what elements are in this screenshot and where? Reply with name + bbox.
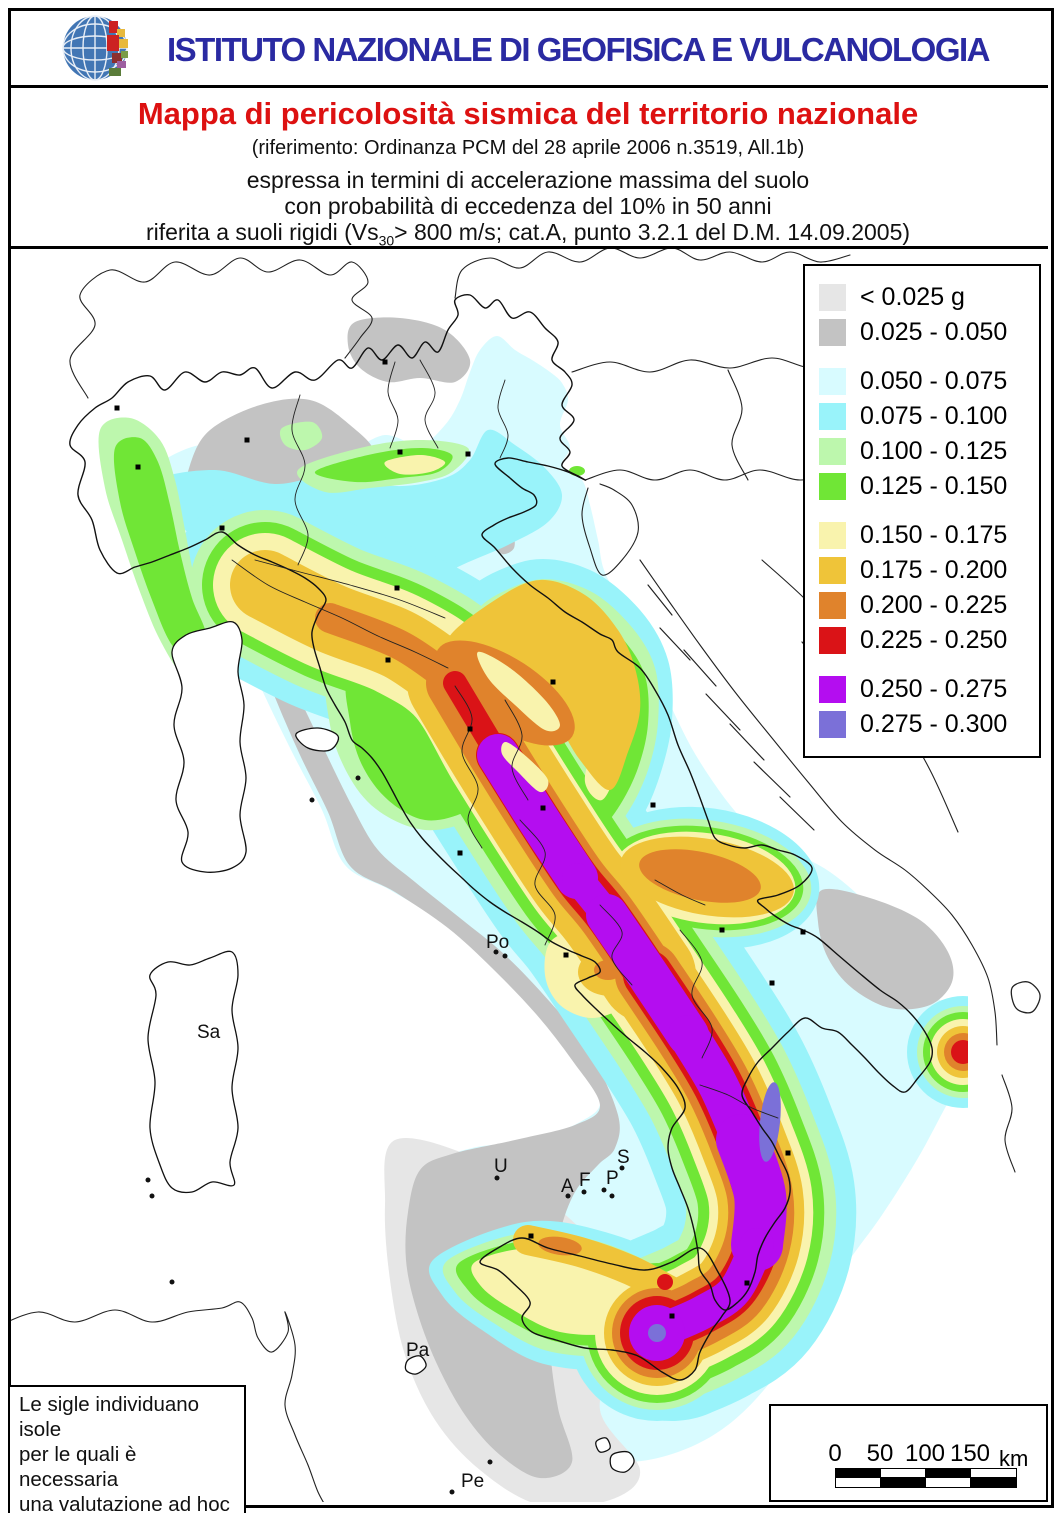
titleblock-divider	[8, 246, 1048, 249]
legend-swatch	[819, 522, 846, 549]
legend-row: 0.125 - 0.150	[819, 469, 1029, 504]
org-title: ISTITUTO NAZIONALE DI GEOFISICA E VULCAN…	[166, 31, 991, 68]
legend-swatch	[819, 319, 846, 346]
legend-swatch	[819, 368, 846, 395]
legend-row: 0.225 - 0.250	[819, 623, 1029, 658]
legend-row: 0.100 - 0.125	[819, 434, 1029, 469]
note-box: Le sigle individuano isole per le quali …	[8, 1385, 246, 1513]
island-label-ponza: Po	[486, 932, 509, 953]
scale-bar-segment	[835, 1468, 882, 1479]
legend-row: < 0.025 g	[819, 280, 1029, 315]
island-label-panarea: P	[606, 1168, 619, 1189]
legend-swatch	[819, 438, 846, 465]
ingv-logo-icon	[62, 15, 128, 81]
island-label-filicudi: F	[579, 1170, 591, 1191]
legend-row: 0.275 - 0.300	[819, 707, 1029, 742]
island-label-stromboli: S	[617, 1147, 630, 1168]
legend-swatch	[819, 284, 846, 311]
scale-bar-segment	[970, 1477, 1017, 1488]
legend-swatch	[819, 627, 846, 654]
legend-row: 0.200 - 0.225	[819, 588, 1029, 623]
legend-swatch	[819, 473, 846, 500]
island-label-sardegna: Sa	[197, 1022, 221, 1043]
note-text: Le sigle individuano isole per le quali …	[10, 1387, 244, 1513]
scale-bar-segment	[925, 1477, 972, 1488]
scale-tick-0: 0	[828, 1440, 842, 1467]
legend-row: 0.050 - 0.075	[819, 364, 1029, 399]
legend-swatch	[819, 403, 846, 430]
legend-row: 0.175 - 0.200	[819, 553, 1029, 588]
scale-bar	[835, 1468, 1017, 1488]
scale-bar-box: 0 50 100 150 km	[769, 1404, 1048, 1502]
scale-bar-segment	[970, 1468, 1017, 1479]
legend-row: 0.075 - 0.100	[819, 399, 1029, 434]
legend-swatch	[819, 557, 846, 584]
legend-swatch	[819, 676, 846, 703]
scale-bar-segment	[835, 1477, 882, 1488]
island-label-pelagie: Pe	[461, 1471, 484, 1492]
hazard-map: Sa Po U A F P S Pa Pe	[11, 249, 1041, 1502]
island-label-ustica: U	[494, 1156, 508, 1177]
map-subtitle-3: riferita a suoli rigidi (Vs30> 800 m/s; …	[145, 219, 911, 249]
map-subtitle-1: espressa in termini di accelerazione mas…	[246, 167, 810, 193]
legend-row: 0.150 - 0.175	[819, 518, 1029, 553]
scale-tick-150: 150	[949, 1440, 991, 1467]
map-subtitle-2: con probabilità di eccedenza del 10% in …	[284, 193, 772, 219]
island-label-pantelleria: Pa	[406, 1340, 430, 1361]
page-frame	[8, 8, 1054, 1508]
scale-bar-segment	[925, 1468, 972, 1479]
scale-tick-100: 100	[904, 1440, 946, 1467]
header-divider	[8, 85, 1048, 88]
legend: < 0.025 g 0.025 - 0.050 0.050 - 0.075 0.…	[803, 264, 1041, 758]
legend-row: 0.250 - 0.275	[819, 672, 1029, 707]
legend-row: 0.025 - 0.050	[819, 315, 1029, 350]
scale-bar-segment	[880, 1468, 927, 1479]
scale-unit: km	[999, 1446, 1029, 1471]
map-reference: (riferimento: Ordinanza PCM del 28 april…	[251, 137, 805, 159]
title-block: Mappa di pericolosità sismica del territ…	[11, 88, 1045, 249]
scale-tick-50: 50	[866, 1440, 894, 1467]
scale-bar-segment	[880, 1477, 927, 1488]
header: ISTITUTO NAZIONALE DI GEOFISICA E VULCAN…	[11, 11, 1045, 85]
island-label-alicudi: A	[561, 1176, 574, 1197]
map-title: Mappa di pericolosità sismica del territ…	[137, 96, 919, 131]
legend-swatch	[819, 711, 846, 738]
legend-swatch	[819, 592, 846, 619]
